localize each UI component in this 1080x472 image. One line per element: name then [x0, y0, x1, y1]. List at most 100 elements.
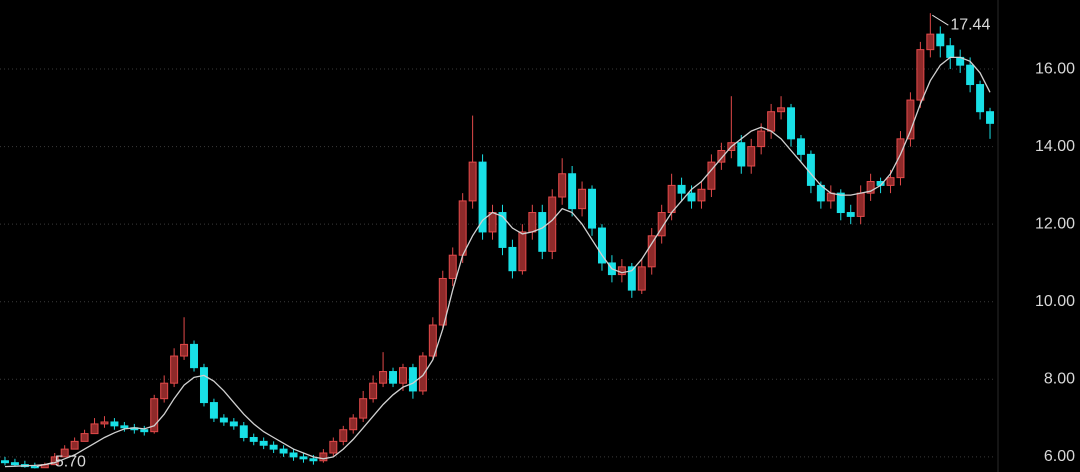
candle-body	[379, 371, 388, 384]
candle-body	[508, 246, 517, 272]
candle-body	[100, 421, 109, 425]
candle-body	[70, 440, 79, 450]
candle-body	[150, 398, 159, 433]
candle-body	[627, 266, 636, 291]
candle-body	[458, 200, 467, 256]
candle-body	[60, 448, 69, 458]
candle-body	[806, 153, 815, 186]
candle-body	[468, 161, 477, 202]
y-tick-label: 6.00	[1044, 448, 1075, 465]
y-tick-label: 14.00	[1035, 138, 1075, 155]
y-tick-label: 8.00	[1044, 371, 1075, 388]
y-tick-label: 16.00	[1035, 60, 1075, 77]
candle-body	[926, 33, 935, 51]
candle-body	[986, 111, 995, 124]
candle-body	[269, 444, 278, 450]
annotation-arrow	[36, 462, 53, 467]
candle-body	[767, 111, 776, 132]
candle-body	[498, 212, 507, 248]
candle-body	[757, 130, 766, 148]
candle-body	[478, 161, 487, 233]
candle-body	[438, 277, 447, 326]
candle-body	[190, 343, 199, 369]
candle-body	[687, 192, 696, 202]
candle-body	[408, 367, 417, 392]
candle-body	[836, 192, 845, 214]
candle-body	[398, 367, 407, 384]
candle-body	[120, 425, 129, 429]
candle-body	[677, 184, 686, 194]
candle-body	[826, 192, 835, 202]
candle-body	[448, 254, 457, 279]
candle-body	[339, 429, 348, 442]
candle-body	[160, 382, 169, 400]
candle-body	[518, 231, 527, 272]
candle-body	[588, 188, 597, 229]
candle-body	[329, 440, 338, 454]
candle-body	[777, 107, 786, 113]
candle-body	[229, 421, 238, 427]
candle-body	[966, 64, 975, 86]
candle-body	[568, 173, 577, 210]
candle-body	[309, 458, 318, 462]
candle-body	[936, 33, 945, 47]
candle-body	[488, 212, 497, 233]
candle-body	[846, 212, 855, 217]
y-tick-label: 10.00	[1035, 293, 1075, 310]
candle-body	[249, 436, 258, 442]
annotation-label: 5.70	[55, 454, 86, 471]
candle-body	[747, 146, 756, 167]
candle-body	[180, 343, 189, 357]
candle-body	[597, 227, 606, 264]
candle-body	[578, 188, 587, 210]
candle-body	[886, 177, 895, 186]
candle-body	[319, 452, 328, 462]
candle-body	[667, 184, 676, 214]
moving-average-line	[4, 56, 991, 468]
candle-body	[289, 452, 298, 458]
candle-body	[707, 161, 716, 190]
candle-body	[0, 460, 9, 464]
candle-body	[140, 429, 149, 433]
candle-body	[697, 188, 706, 202]
candle-body	[946, 45, 955, 58]
candle-body	[737, 142, 746, 167]
candle-body	[199, 367, 208, 404]
candle-body	[617, 266, 626, 276]
candle-body	[239, 425, 248, 438]
candle-body	[369, 382, 378, 400]
candle-body	[976, 84, 985, 113]
candle-body	[80, 433, 89, 442]
candle-body	[209, 402, 218, 419]
candle-body	[528, 212, 537, 233]
candle-body	[548, 196, 557, 252]
candle-body	[796, 138, 805, 155]
candle-body	[866, 181, 875, 194]
candle-body	[906, 99, 915, 140]
candle-body	[637, 266, 646, 291]
candle-body	[90, 423, 99, 435]
candle-body	[349, 417, 358, 431]
candle-body	[219, 417, 228, 423]
candle-body	[657, 212, 666, 237]
candle-body	[647, 235, 656, 268]
candle-body	[418, 355, 427, 392]
candle-body	[30, 466, 39, 469]
candle-body	[428, 324, 437, 357]
candle-body	[170, 355, 179, 384]
candle-body	[389, 371, 398, 384]
candle-body	[717, 149, 726, 163]
candle-body	[896, 138, 905, 179]
candle-body	[787, 107, 796, 140]
candle-body	[856, 192, 865, 217]
annotation-label: 17.44	[950, 16, 990, 33]
candle-body	[359, 398, 368, 419]
candle-body	[110, 421, 119, 427]
candle-body	[916, 49, 925, 101]
annotation-arrow	[932, 14, 949, 26]
candle-body	[558, 173, 567, 198]
candle-body	[259, 440, 268, 446]
candle-body	[10, 462, 19, 466]
candle-body	[279, 448, 288, 454]
